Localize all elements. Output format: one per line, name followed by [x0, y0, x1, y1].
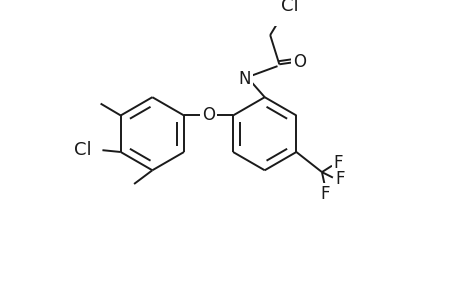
Text: N: N	[238, 70, 250, 88]
Text: O: O	[292, 53, 305, 71]
Text: Cl: Cl	[74, 141, 91, 159]
Text: F: F	[333, 154, 342, 172]
Text: O: O	[202, 106, 214, 124]
Text: F: F	[335, 170, 344, 188]
Text: F: F	[320, 185, 330, 203]
Text: Cl: Cl	[281, 0, 298, 15]
